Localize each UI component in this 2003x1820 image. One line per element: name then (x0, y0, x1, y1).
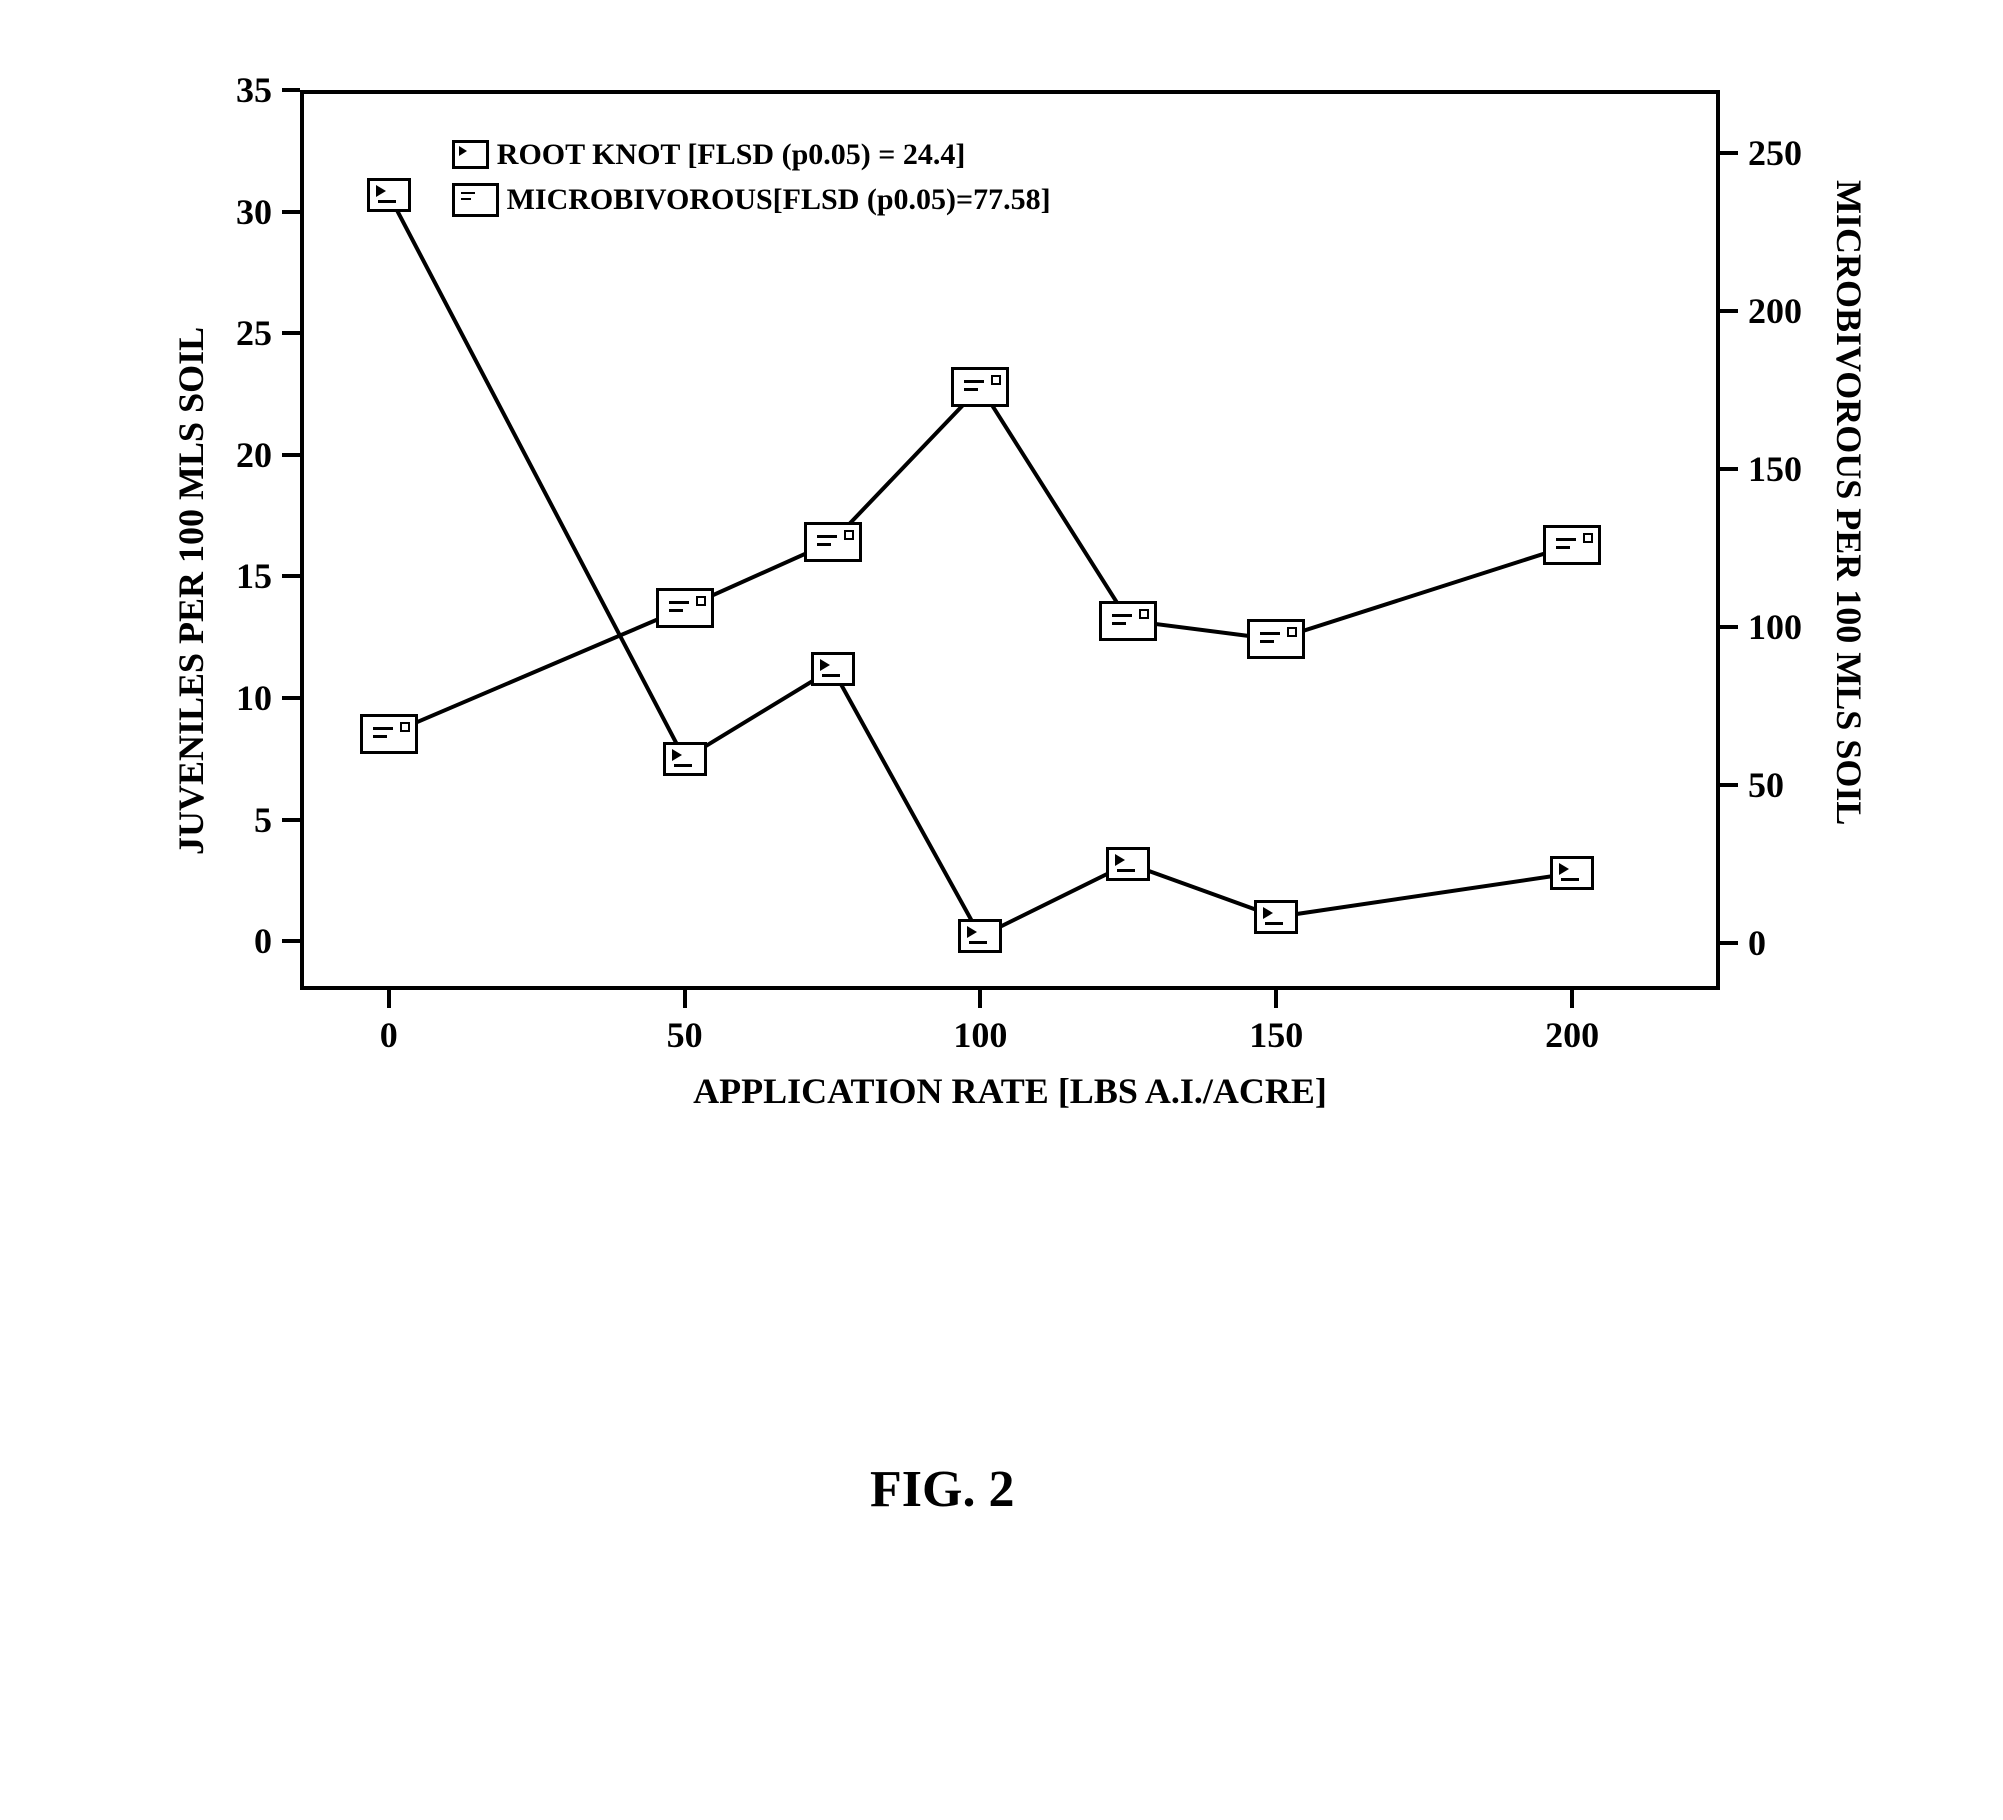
tick-label: 100 (953, 1014, 1007, 1056)
tick-label: 50 (667, 1014, 703, 1056)
data-marker-rootknot (1550, 856, 1594, 890)
tick-label: 150 (1748, 448, 1802, 490)
legend-item: MICROBIVOROUS[FLSD (p0.05)=77.58] (452, 177, 1051, 222)
tick-mark (1274, 990, 1278, 1008)
tick-label: 50 (1748, 764, 1784, 806)
tick-label: 25 (236, 312, 272, 354)
legend-item: ROOT KNOT [FLSD (p0.05) = 24.4] (452, 132, 1051, 177)
data-marker-microbivorous (951, 367, 1009, 407)
tick-label: 100 (1748, 606, 1802, 648)
data-marker-microbivorous (1099, 601, 1157, 641)
data-marker-microbivorous (804, 522, 862, 562)
data-marker-rootknot (958, 919, 1002, 953)
tick-mark (683, 990, 687, 1008)
tick-mark (387, 990, 391, 1008)
tick-label: 150 (1249, 1014, 1303, 1056)
tick-mark (282, 331, 300, 335)
tick-label: 200 (1545, 1014, 1599, 1056)
page: 0 50 100 150 200 0 5 10 15 20 25 30 35 0 50 100 150 200 25… (0, 0, 2003, 1820)
tick-label: 200 (1748, 290, 1802, 332)
tick-mark (1720, 783, 1738, 787)
legend-label: ROOT KNOT [FLSD (p0.05) = 24.4] (497, 132, 966, 177)
data-marker-microbivorous (360, 714, 418, 754)
legend-label: MICROBIVOROUS[FLSD (p0.05)=77.58] (507, 177, 1051, 222)
x-axis-label: APPLICATION RATE [LBS A.I./ACRE] (693, 1070, 1327, 1112)
tick-mark (1720, 309, 1738, 313)
data-marker-rootknot (663, 742, 707, 776)
tick-mark (282, 210, 300, 214)
tick-label: 0 (380, 1014, 398, 1056)
tick-mark (1570, 990, 1574, 1008)
tick-mark (1720, 625, 1738, 629)
data-marker-microbivorous (656, 588, 714, 628)
tick-label: 35 (236, 69, 272, 111)
data-marker-microbivorous (1247, 619, 1305, 659)
data-marker-rootknot (1106, 847, 1150, 881)
y-axis-right-label: MICROBIVOROUS PER 100 MLS SOIL (1828, 180, 1870, 825)
tick-label: 0 (254, 920, 272, 962)
legend-marker-icon (452, 140, 489, 170)
tick-label: 5 (254, 799, 272, 841)
data-marker-rootknot (811, 652, 855, 686)
data-marker-rootknot (367, 178, 411, 212)
tick-mark (282, 453, 300, 457)
data-marker-microbivorous (1543, 525, 1601, 565)
tick-mark (1720, 467, 1738, 471)
tick-mark (978, 990, 982, 1008)
y-axis-left-label: JUVENILES PER 100 MLS SOIL (170, 327, 212, 855)
tick-mark (282, 939, 300, 943)
tick-mark (1720, 151, 1738, 155)
legend-marker-icon (452, 183, 499, 217)
tick-label: 10 (236, 677, 272, 719)
tick-label: 250 (1748, 132, 1802, 174)
tick-mark (282, 696, 300, 700)
tick-label: 20 (236, 434, 272, 476)
tick-label: 30 (236, 191, 272, 233)
tick-mark (282, 88, 300, 92)
chart-area: 0 50 100 150 200 0 5 10 15 20 25 30 35 0 50 100 150 200 25… (120, 60, 1880, 1160)
tick-label: 0 (1748, 922, 1766, 964)
figure-caption: FIG. 2 (870, 1460, 1014, 1519)
tick-label: 15 (236, 555, 272, 597)
tick-mark (1720, 941, 1738, 945)
data-marker-rootknot (1254, 900, 1298, 934)
tick-mark (282, 818, 300, 822)
tick-mark (282, 574, 300, 578)
legend: ROOT KNOT [FLSD (p0.05) = 24.4]MICROBIVO… (442, 126, 1061, 228)
